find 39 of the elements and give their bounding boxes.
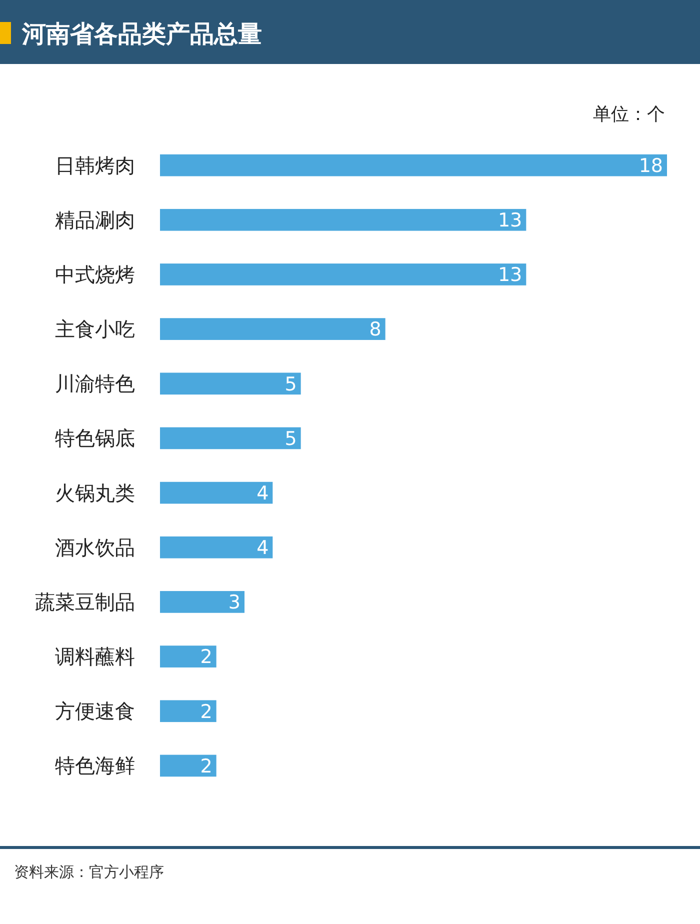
data-label: 18 xyxy=(638,154,663,177)
data-label: 2 xyxy=(200,700,212,723)
bar xyxy=(160,482,273,504)
y-tick-label: 主食小吃 xyxy=(55,317,135,342)
bar xyxy=(160,646,216,668)
y-tick-label: 方便速食 xyxy=(55,699,135,724)
bar xyxy=(160,264,526,286)
chart-title: 河南省各品类产品总量 xyxy=(21,20,262,48)
chart-subtitle: 单位：个 xyxy=(593,104,665,125)
data-label: 2 xyxy=(200,755,212,778)
bar xyxy=(160,318,386,340)
y-tick-label: 日韩烤肉 xyxy=(55,153,135,178)
bar xyxy=(160,700,216,722)
y-tick-label: 川渝特色 xyxy=(55,372,135,396)
bar xyxy=(160,427,301,450)
data-label: 5 xyxy=(284,373,297,396)
data-label: 13 xyxy=(498,210,522,232)
bar xyxy=(160,372,301,395)
y-tick-label: 酒水饮品 xyxy=(55,535,135,560)
y-tick-label: 调料蘸料 xyxy=(55,644,135,669)
bar xyxy=(160,754,216,777)
y-tick-label: 中式烧烤 xyxy=(55,262,135,286)
y-tick-label: 特色海鲜 xyxy=(55,754,135,778)
y-tick-label: 特色锅底 xyxy=(55,426,135,450)
bar xyxy=(160,154,667,176)
y-tick-label: 蔬菜豆制品 xyxy=(35,590,135,614)
data-label: 4 xyxy=(256,537,269,560)
data-label: 3 xyxy=(228,592,240,614)
bar xyxy=(160,208,526,231)
text: 资料来源：官方小程序 xyxy=(14,863,164,881)
bar xyxy=(160,591,244,613)
y-tick-label: 精品涮肉 xyxy=(55,208,135,232)
data-label: 8 xyxy=(369,318,382,341)
bar xyxy=(160,536,273,558)
y-tick-label: 火锅丸类 xyxy=(55,480,135,505)
data-label: 4 xyxy=(256,482,269,504)
data-label: 2 xyxy=(200,646,212,668)
data-label: 13 xyxy=(498,264,522,286)
data-label: 5 xyxy=(284,428,297,450)
